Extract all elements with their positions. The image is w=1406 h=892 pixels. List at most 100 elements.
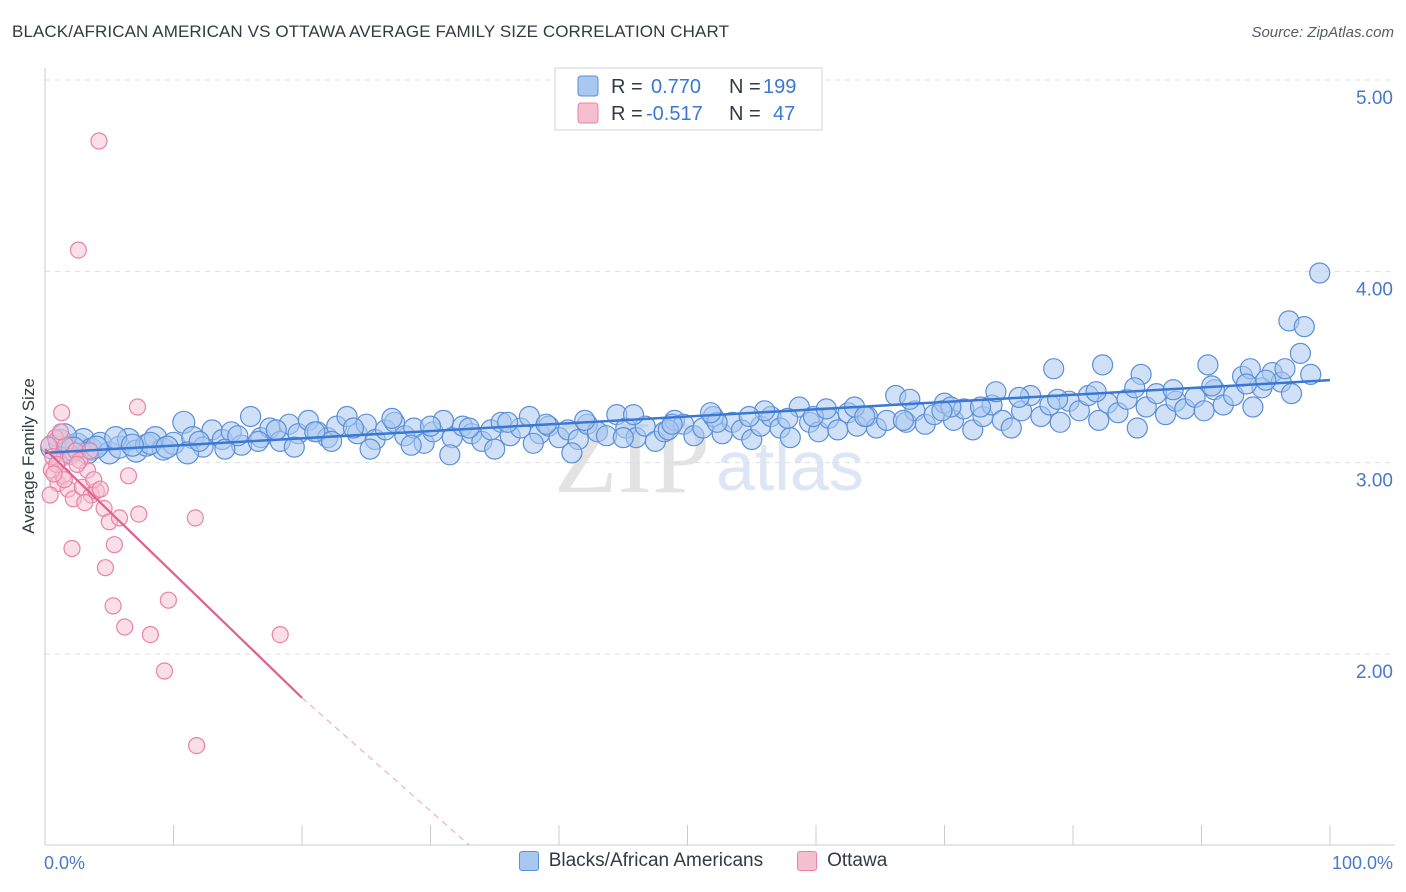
point-blacks-198 [1274,358,1296,380]
point-blacks-180 [622,404,645,426]
point-blacks-121 [1193,400,1215,422]
point-ottawa-41 [41,486,59,504]
legend-item-blacks: Blacks/African Americans [518,850,764,872]
y-tick-label-3: 5.00 [1356,88,1393,109]
legend-top-box [554,67,823,131]
point-blacks-133 [1309,262,1331,284]
point-blacks-155 [359,438,381,460]
point-ottawa-24 [63,539,81,558]
point-blacks-174 [381,407,403,429]
point-blacks-143 [899,388,921,410]
point-blacks-83 [827,419,849,441]
point-blacks-188 [931,400,953,422]
point-ottawa-22 [119,467,138,485]
point-ottawa-30 [186,509,204,527]
point-blacks-183 [738,405,760,428]
point-ottawa-25 [96,559,115,577]
point-blacks-153 [439,444,461,466]
point-blacks-140 [1043,358,1065,380]
point-blacks-154 [400,434,422,456]
y-tick-label-2: 4.00 [1356,279,1393,300]
point-ottawa-42 [51,423,70,441]
point-blacks-173 [342,417,364,439]
point-blacks-106 [1049,411,1071,433]
legend-r-label-blue: R = [611,76,643,98]
point-blacks-135 [1293,316,1315,338]
point-blacks-130 [1280,383,1303,405]
y-tick-label-1: 3.00 [1356,471,1393,492]
legend-label-ottawa: Ottawa [827,850,888,871]
point-blacks-78 [779,427,801,449]
point-ottawa-46 [45,465,63,483]
bottom-legend: Blacks/African Americans Ottawa [0,850,1406,872]
point-ottawa-32 [155,662,174,680]
point-blacks-101 [1000,417,1022,439]
x-tick-label-1: 100.0% [1332,853,1393,873]
legend-r-label-pink: R = [611,103,643,125]
point-blacks-179 [574,409,596,431]
point-blacks-141 [985,381,1007,403]
legend-n-label-blue: N = [729,76,761,98]
point-blacks-150 [561,442,583,464]
point-blacks-132 [1300,363,1322,385]
point-blacks-149 [612,427,634,449]
legend-label-blacks: Blacks/African Americans [548,850,764,871]
point-ottawa-2 [53,404,71,422]
legend-swatch-blue [577,75,599,97]
point-ottawa-23 [130,505,148,523]
point-ottawa-27 [116,618,134,636]
series-blacks-points [40,262,1331,466]
point-blacks-22 [240,405,262,428]
point-ottawa-39 [76,494,94,512]
point-ottawa-20 [105,536,124,554]
legend-r-value-blue: 0.770 [651,76,701,98]
point-blacks-169 [188,430,210,452]
point-blacks-184 [777,407,799,429]
y-axis-label: Average Family Size [19,378,38,534]
point-blacks-197 [1255,369,1277,391]
point-blacks-151 [522,432,544,454]
chart-title: BLACK/AFRICAN AMERICAN VS OTTAWA AVERAGE… [12,22,730,41]
legend-swatch-ottawa [797,851,818,871]
point-ottawa-21 [110,509,129,527]
legend-swatch-blacks [518,851,539,871]
legend-swatch-pink [577,102,599,124]
point-ottawa-29 [159,591,177,609]
chart-source: Source: ZipAtlas.com [1251,24,1394,41]
point-blacks-171 [265,419,287,441]
legend-n-label-pink: N = [729,103,761,125]
point-blacks-193 [1124,377,1146,399]
point-blacks-157 [283,436,305,458]
point-ottawa-26 [104,597,122,615]
legend-top: R = 0.770 N = 199 R = -0.517 N = 47 [554,67,823,131]
point-blacks-191 [1046,388,1069,410]
trend-line-blacks [44,378,1331,455]
point-ottawa-3 [128,398,147,416]
point-ottawa-43 [68,455,86,473]
point-ottawa-45 [91,480,109,498]
point-ottawa-31 [271,625,289,644]
point-ottawa-28 [141,625,159,644]
x-tick-label-0: 0.0% [44,853,85,873]
point-blacks-175 [419,415,442,437]
legend-item-ottawa: Ottawa [797,850,887,872]
point-blacks-131 [1289,342,1312,364]
point-blacks-187 [892,409,915,431]
point-ottawa-33 [188,736,206,755]
point-blacks-177 [497,411,519,433]
trend-lines [44,378,1331,846]
point-blacks-110 [1088,409,1110,431]
point-blacks-137 [1197,354,1219,376]
point-blacks-186 [854,405,876,428]
grid [45,79,1395,655]
point-blacks-192 [1085,381,1107,403]
tick-labels: 2.00 3.00 4.00 5.00 0.0% 100.0% [44,88,1393,873]
point-ottawa-0 [90,132,108,150]
legend-n-value-blue: 199 [763,76,796,98]
point-blacks-126 [1242,396,1264,418]
trend-extension-ottawa [301,697,470,846]
point-blacks-189 [969,396,992,418]
point-blacks-152 [484,438,506,460]
point-blacks-167 [120,433,144,457]
